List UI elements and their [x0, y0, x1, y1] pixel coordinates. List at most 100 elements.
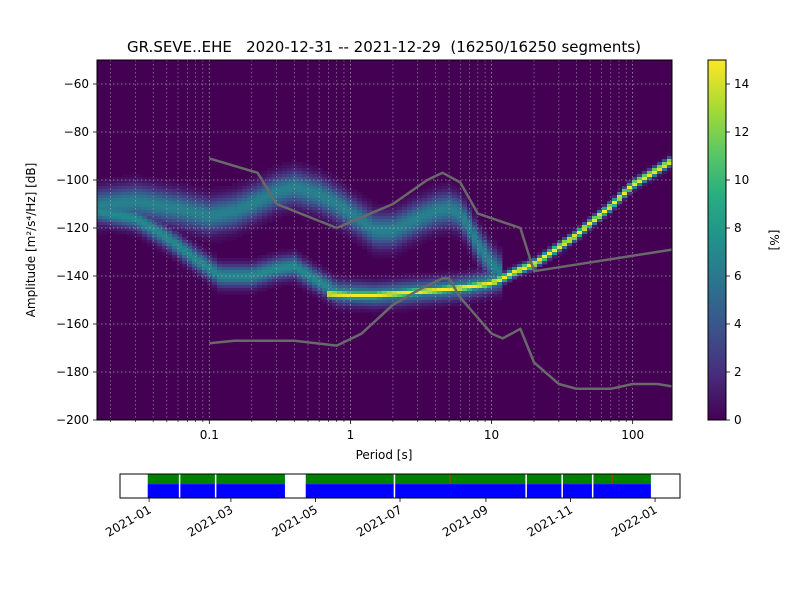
heatmap-cell — [107, 213, 113, 217]
heatmap-cell — [462, 243, 468, 247]
heatmap-cell — [102, 201, 108, 205]
heatmap-cell — [462, 291, 468, 295]
heatmap-cell — [637, 180, 643, 184]
heatmap-cell — [302, 258, 308, 262]
heatmap-cell — [127, 183, 133, 187]
colorbar-tick-label: 12 — [734, 125, 749, 139]
heatmap-cell — [382, 300, 388, 304]
heatmap-cell — [312, 180, 318, 184]
heatmap-cell — [362, 228, 368, 232]
heatmap-cell — [257, 267, 263, 271]
heatmap-cell — [237, 288, 243, 292]
heatmap-cell — [337, 273, 343, 277]
heatmap-cell — [347, 279, 353, 283]
heatmap-cell — [537, 267, 543, 271]
heatmap-cell — [382, 282, 388, 286]
heatmap-cell — [237, 186, 243, 190]
heatmap-cell — [117, 183, 123, 187]
heatmap-cell — [387, 225, 393, 229]
heatmap-cell — [242, 189, 248, 193]
heatmap-cell — [127, 201, 133, 205]
heatmap-cell — [302, 279, 308, 283]
heatmap-cell — [292, 168, 298, 172]
heatmap-cell — [162, 183, 168, 187]
heatmap-cell — [667, 165, 672, 169]
heatmap-cell — [297, 276, 303, 280]
heatmap-cell — [402, 291, 408, 295]
heatmap-cell — [297, 255, 303, 259]
heatmap-cell — [262, 219, 268, 223]
heatmap-cell — [272, 171, 278, 175]
heatmap-cell — [462, 198, 468, 202]
heatmap-cell — [312, 270, 318, 274]
heatmap-cell — [617, 198, 623, 202]
heatmap-cell — [217, 264, 223, 268]
heatmap-cell — [162, 234, 168, 238]
heatmap-cell — [472, 297, 478, 301]
heatmap-cell — [487, 282, 493, 286]
heatmap-cell — [432, 306, 438, 310]
heatmap-cell — [652, 162, 658, 166]
heatmap-cell — [107, 195, 113, 199]
heatmap-cell — [442, 213, 448, 217]
heatmap-cell — [402, 207, 408, 211]
heatmap-cell — [412, 219, 418, 223]
heatmap-cell — [212, 192, 218, 196]
heatmap-cell — [282, 267, 288, 271]
heatmap-cell — [282, 279, 288, 283]
heatmap-cell — [177, 207, 183, 211]
heatmap-cell — [312, 273, 318, 277]
heatmap-cell — [277, 174, 283, 178]
heatmap-cell — [462, 282, 468, 286]
heatmap-cell — [232, 282, 238, 286]
heatmap-cell — [322, 171, 328, 175]
heatmap-cell — [267, 216, 273, 220]
heatmap-cell — [247, 288, 253, 292]
heatmap-cell — [402, 309, 408, 313]
heatmap-cell — [292, 192, 298, 196]
heatmap-cell — [322, 270, 328, 274]
heatmap-cell — [462, 237, 468, 241]
heatmap-cell — [217, 285, 223, 289]
x-tick-label: 10 — [484, 428, 499, 442]
heatmap-cell — [397, 291, 403, 295]
heatmap-cell — [192, 240, 198, 244]
heatmap-cell — [467, 276, 473, 280]
heatmap-cell — [447, 207, 453, 211]
heatmap-cell — [482, 249, 488, 253]
heatmap-cell — [417, 192, 423, 196]
heatmap-cell — [417, 201, 423, 205]
heatmap-cell — [302, 168, 308, 172]
heatmap-cell — [372, 222, 378, 226]
heatmap-cell — [222, 192, 228, 196]
heatmap-cell — [187, 222, 193, 226]
heatmap-cell — [497, 252, 503, 256]
heatmap-cell — [192, 228, 198, 232]
heatmap-cell — [347, 309, 353, 313]
heatmap-cell — [367, 309, 373, 313]
heatmap-cell — [447, 222, 453, 226]
heatmap-cell — [217, 192, 223, 196]
heatmap-cell — [182, 210, 188, 214]
heatmap-cell — [132, 198, 138, 202]
heatmap-cell — [177, 210, 183, 214]
heatmap-cell — [477, 294, 483, 298]
heatmap-cell — [447, 195, 453, 199]
heatmap-cell — [642, 183, 648, 187]
heatmap-cell — [212, 231, 218, 235]
heatmap-cell — [422, 300, 428, 304]
heatmap-cell — [172, 234, 178, 238]
heatmap-cell — [412, 303, 418, 307]
heatmap-cell — [357, 225, 363, 229]
heatmap-cell — [197, 267, 203, 271]
heatmap-cell — [302, 177, 308, 181]
heatmap-cell — [307, 165, 313, 169]
heatmap-cell — [277, 213, 283, 217]
heatmap-cell — [412, 198, 418, 202]
heatmap-cell — [322, 213, 328, 217]
heatmap-cell — [97, 201, 103, 205]
x-tick-label: 0.1 — [200, 428, 219, 442]
heatmap-cell — [237, 279, 243, 283]
heatmap-cell — [327, 174, 333, 178]
heatmap-cell — [177, 237, 183, 241]
